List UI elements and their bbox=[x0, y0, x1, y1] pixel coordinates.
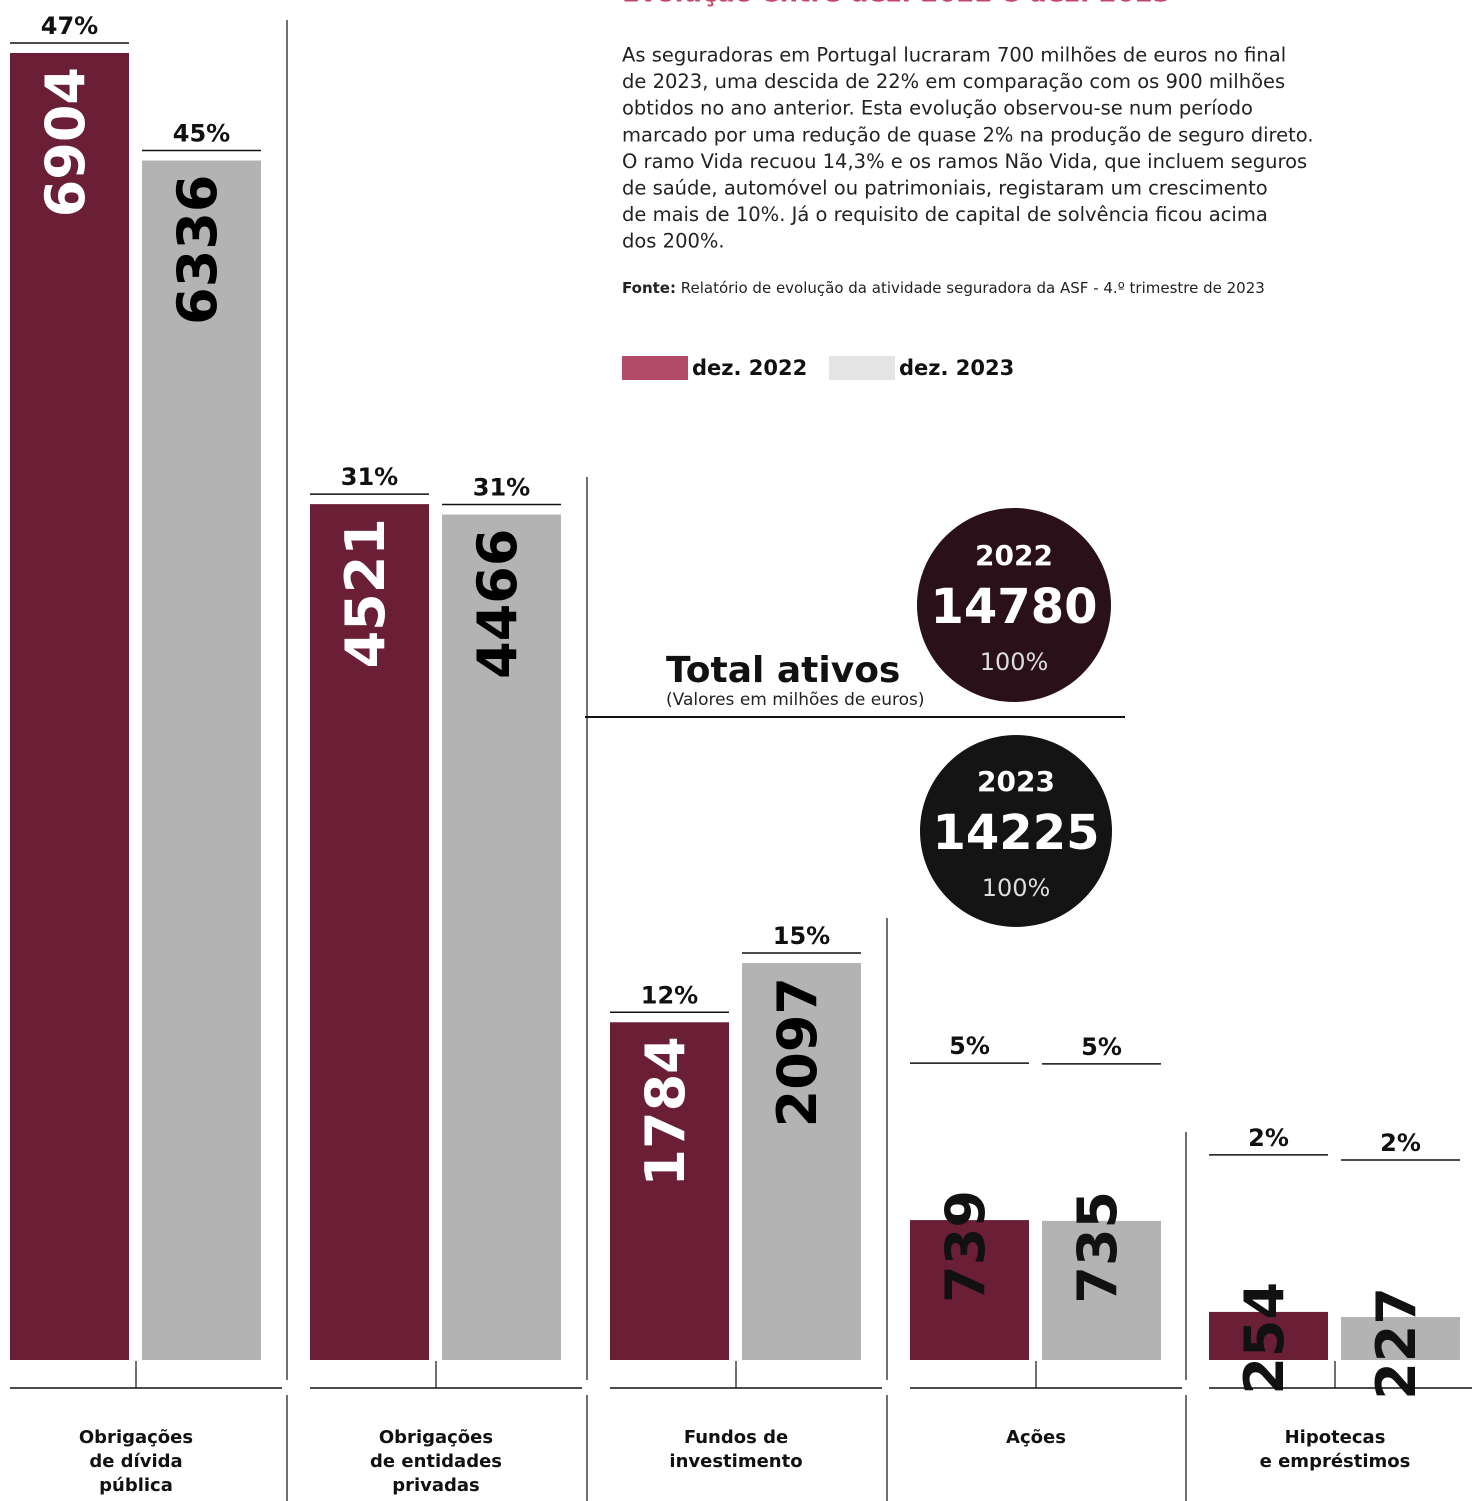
total-value: 14225 bbox=[933, 805, 1100, 861]
total-circle bbox=[920, 735, 1112, 927]
value-label: 2097 bbox=[766, 977, 829, 1127]
paragraph-line: de mais de 10%. Já o requisito de capita… bbox=[622, 203, 1268, 226]
x-tick-label: investimento bbox=[669, 1451, 802, 1472]
share-label: 15% bbox=[773, 922, 830, 950]
paragraph-line: As seguradoras em Portugal lucraram 700 … bbox=[622, 44, 1286, 67]
bar bbox=[910, 1220, 1029, 1360]
value-label: 4466 bbox=[466, 529, 529, 679]
legend-label: dez. 2023 bbox=[899, 356, 1014, 380]
value-label: 254 bbox=[1233, 1282, 1296, 1395]
x-tick-label: Obrigações bbox=[379, 1427, 493, 1448]
bar bbox=[1341, 1317, 1460, 1360]
total-value: 14780 bbox=[931, 579, 1098, 635]
bar bbox=[310, 504, 429, 1360]
value-label: 735 bbox=[1066, 1191, 1129, 1304]
x-tick-label: pública bbox=[99, 1475, 173, 1496]
legend-label: dez. 2022 bbox=[692, 356, 807, 380]
share-label: 5% bbox=[949, 1032, 990, 1060]
x-tick-label: Hipotecas bbox=[1285, 1427, 1386, 1448]
value-label: 6336 bbox=[166, 175, 229, 325]
x-tick-label: Fundos de bbox=[684, 1427, 788, 1448]
total-share: 100% bbox=[982, 874, 1051, 902]
share-label: 12% bbox=[641, 981, 698, 1009]
bar bbox=[742, 963, 861, 1360]
value-label: 227 bbox=[1365, 1287, 1428, 1400]
x-tick-label: Ações bbox=[1006, 1427, 1066, 1448]
share-label: 31% bbox=[341, 463, 398, 491]
total-year: 2023 bbox=[977, 765, 1055, 798]
total-share: 100% bbox=[980, 648, 1049, 676]
heading: Evolução entre dez. 2022 e dez. 2023 bbox=[622, 0, 1171, 9]
source: Fonte: Relatório de evolução da atividad… bbox=[622, 279, 1265, 297]
x-tick-label: de dívida bbox=[89, 1451, 182, 1472]
x-tick-label: Obrigações bbox=[79, 1427, 193, 1448]
value-label: 1784 bbox=[634, 1036, 697, 1186]
paragraph-line: de 2023, uma descida de 22% em comparaçã… bbox=[622, 70, 1285, 93]
x-tick-label: de entidades bbox=[370, 1451, 502, 1472]
share-label: 2% bbox=[1380, 1129, 1421, 1157]
value-label: 4521 bbox=[334, 518, 397, 668]
chart-title: Total ativos bbox=[666, 650, 900, 691]
legend-swatch bbox=[622, 356, 688, 380]
share-label: 47% bbox=[41, 12, 98, 40]
value-label: 6904 bbox=[34, 67, 97, 217]
chart-subtitle: (Valores em milhões de euros) bbox=[666, 690, 925, 710]
paragraph-line: marcado por uma redução de quase 2% na p… bbox=[622, 123, 1314, 146]
source-label: Fonte: bbox=[622, 279, 676, 297]
share-label: 2% bbox=[1248, 1124, 1289, 1152]
total-circle bbox=[917, 508, 1111, 702]
x-tick-label: privadas bbox=[392, 1475, 480, 1496]
total-year: 2022 bbox=[975, 539, 1053, 572]
bar bbox=[610, 1022, 729, 1360]
share-label: 45% bbox=[173, 120, 230, 148]
bar bbox=[1042, 1220, 1161, 1360]
value-label: 739 bbox=[934, 1190, 997, 1303]
legend-swatch bbox=[829, 356, 895, 380]
bar bbox=[10, 53, 129, 1360]
x-tick-label: e empréstimos bbox=[1260, 1451, 1411, 1472]
paragraph-line: de saúde, automóvel ou patrimoniais, reg… bbox=[622, 177, 1268, 200]
source-text: Relatório de evolução da atividade segur… bbox=[681, 279, 1265, 297]
paragraph-line: obtidos no ano anterior. Esta evolução o… bbox=[622, 97, 1253, 120]
bar bbox=[442, 514, 561, 1360]
paragraph-line: O ramo Vida recuou 14,3% e os ramos Não … bbox=[622, 150, 1307, 173]
bar bbox=[1209, 1311, 1328, 1360]
share-label: 31% bbox=[473, 474, 530, 502]
bar bbox=[142, 160, 261, 1360]
share-label: 5% bbox=[1081, 1033, 1122, 1061]
paragraph-line: dos 200%. bbox=[622, 230, 725, 253]
